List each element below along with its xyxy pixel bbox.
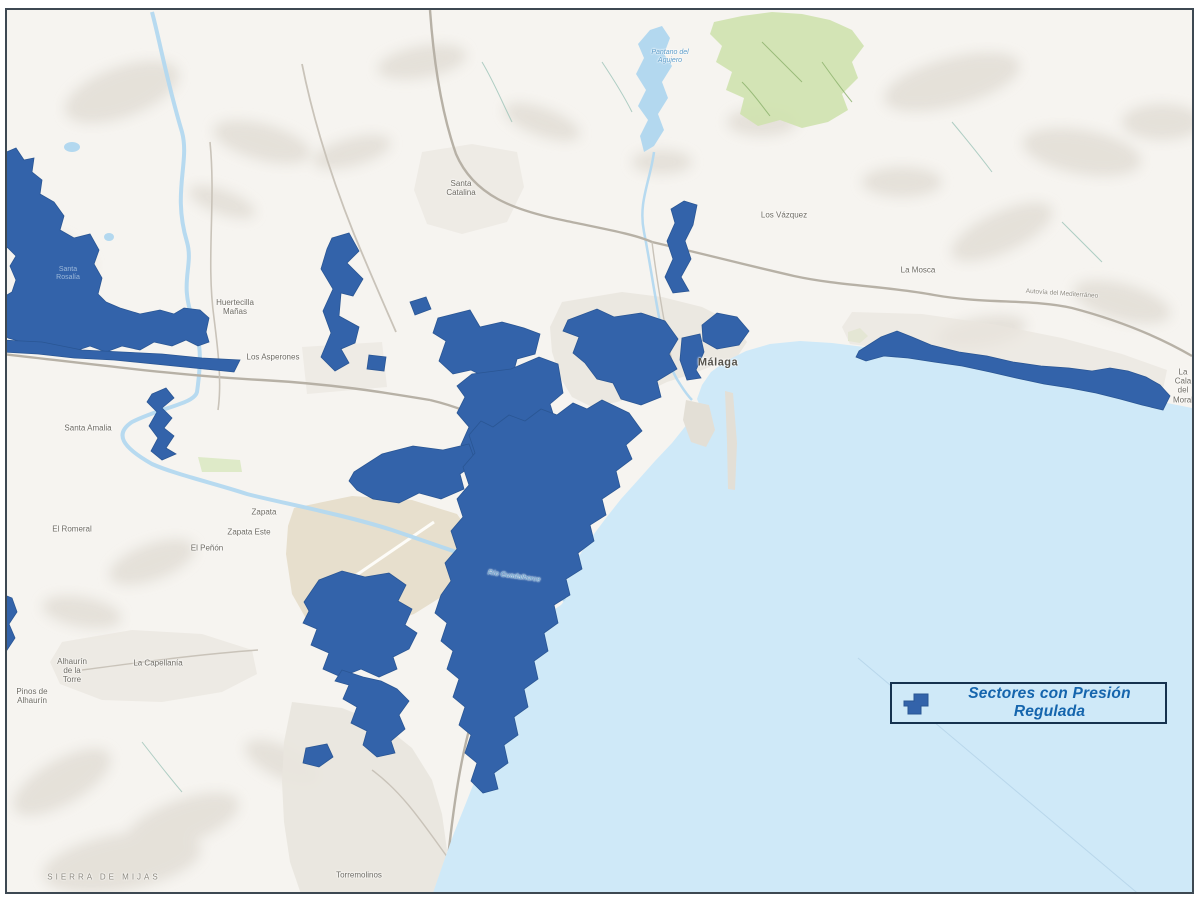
reservoir xyxy=(636,26,672,152)
port-breakwater xyxy=(725,391,737,490)
sector-polygon[interactable] xyxy=(366,354,387,372)
map-frame: Santa Amalia El Romeral Alhaurín de la T… xyxy=(5,8,1194,894)
sea xyxy=(433,341,1192,892)
legend-label: Sectores con Presión Regulada xyxy=(968,685,1131,720)
water-layer xyxy=(64,11,1103,793)
sector-polygon[interactable] xyxy=(302,743,334,768)
sector-polygon[interactable] xyxy=(146,387,177,461)
sector-polygon[interactable] xyxy=(334,669,410,758)
sector-polygon[interactable] xyxy=(320,232,364,372)
sector-polygon[interactable] xyxy=(562,308,679,406)
sector-polygon[interactable] xyxy=(432,309,541,380)
legend: Sectores con Presión Regulada xyxy=(890,682,1167,724)
sector-polygon[interactable] xyxy=(855,330,1171,411)
hillshade-layer xyxy=(13,44,1192,892)
sector-polygon[interactable] xyxy=(5,339,241,373)
sectors-layer xyxy=(5,147,1171,794)
sector-polygon[interactable] xyxy=(664,200,698,294)
sea-layer xyxy=(433,341,1192,892)
sector-polygon[interactable] xyxy=(348,443,477,504)
river-guadalhorce xyxy=(120,11,589,624)
sector-polygon[interactable] xyxy=(5,147,210,353)
river-guadalmedina xyxy=(641,151,693,401)
map-inner: Santa Amalia El Romeral Alhaurín de la T… xyxy=(5,8,1194,894)
map-canvas[interactable] xyxy=(5,8,1194,894)
sector-polygon-swatch-icon xyxy=(903,693,929,715)
port-pier xyxy=(683,400,715,447)
sector-polygon[interactable] xyxy=(701,312,750,350)
sector-polygon[interactable] xyxy=(302,570,418,678)
sector-polygon[interactable] xyxy=(679,333,705,381)
sector-polygon[interactable] xyxy=(409,296,432,316)
sector-polygon[interactable] xyxy=(5,594,18,651)
sector-polygon[interactable] xyxy=(434,399,643,794)
